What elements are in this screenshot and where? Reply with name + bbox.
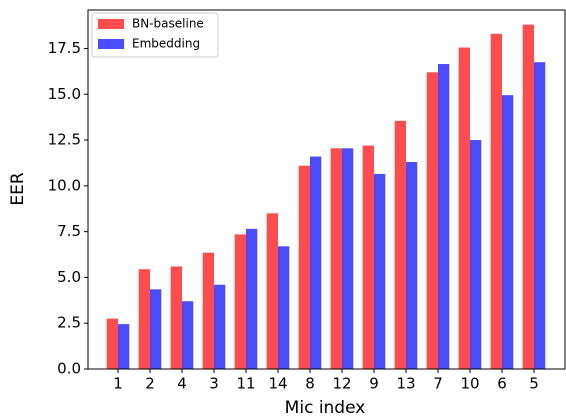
bar [490, 33, 502, 370]
legend-label: Embedding [132, 37, 200, 51]
y-tick-label: 15.0 [48, 85, 81, 103]
bar [534, 62, 546, 369]
legend-swatch [98, 19, 124, 29]
bar [266, 213, 278, 369]
bar [106, 318, 118, 369]
x-tick-label: 5 [529, 375, 539, 393]
x-tick-label: 10 [460, 375, 479, 393]
y-tick-label: 7.5 [57, 222, 81, 240]
bar [150, 289, 162, 369]
bar [182, 301, 194, 369]
bar [342, 148, 354, 369]
bar [330, 148, 342, 369]
x-tick-label: 11 [236, 375, 255, 393]
x-tick-label: 7 [433, 375, 443, 393]
bar [362, 145, 374, 369]
x-tick-label: 9 [369, 375, 379, 393]
x-tick-label: 3 [209, 375, 219, 393]
bar [310, 156, 322, 369]
x-tick-label: 4 [177, 375, 187, 393]
bar [502, 95, 514, 369]
y-tick-label: 17.5 [48, 39, 81, 57]
x-tick-label: 8 [305, 375, 315, 393]
x-tick-label: 14 [268, 375, 287, 393]
bar [470, 140, 482, 369]
bar [406, 162, 418, 369]
x-axis-label: Mic index [285, 398, 366, 417]
x-tick-label: 12 [332, 375, 351, 393]
x-tick-label: 2 [145, 375, 155, 393]
bar [438, 64, 450, 369]
bar [138, 269, 150, 369]
y-tick-label: 0.0 [57, 360, 81, 378]
y-tick-label: 2.5 [57, 314, 81, 332]
bar [202, 252, 214, 369]
bar [214, 284, 226, 369]
legend-label: BN-baseline [132, 17, 204, 31]
bar [522, 24, 534, 369]
x-tick-label: 13 [396, 375, 415, 393]
bar [458, 47, 470, 370]
bar [298, 165, 310, 369]
bar [278, 246, 290, 369]
bar [374, 173, 386, 369]
bar [246, 228, 258, 369]
y-axis-label: EER [8, 172, 28, 205]
y-tick-label: 12.5 [48, 131, 81, 149]
x-tick-label: 6 [497, 375, 507, 393]
y-tick-label: 5.0 [57, 268, 81, 286]
x-tick-label: 1 [113, 375, 123, 393]
y-tick-label: 10.0 [48, 176, 81, 194]
legend-swatch [98, 39, 124, 49]
bar [170, 266, 182, 369]
bar [426, 72, 438, 369]
bar [234, 234, 246, 369]
bar [118, 324, 130, 369]
bar [394, 120, 406, 369]
plot-frame [87, 9, 566, 370]
